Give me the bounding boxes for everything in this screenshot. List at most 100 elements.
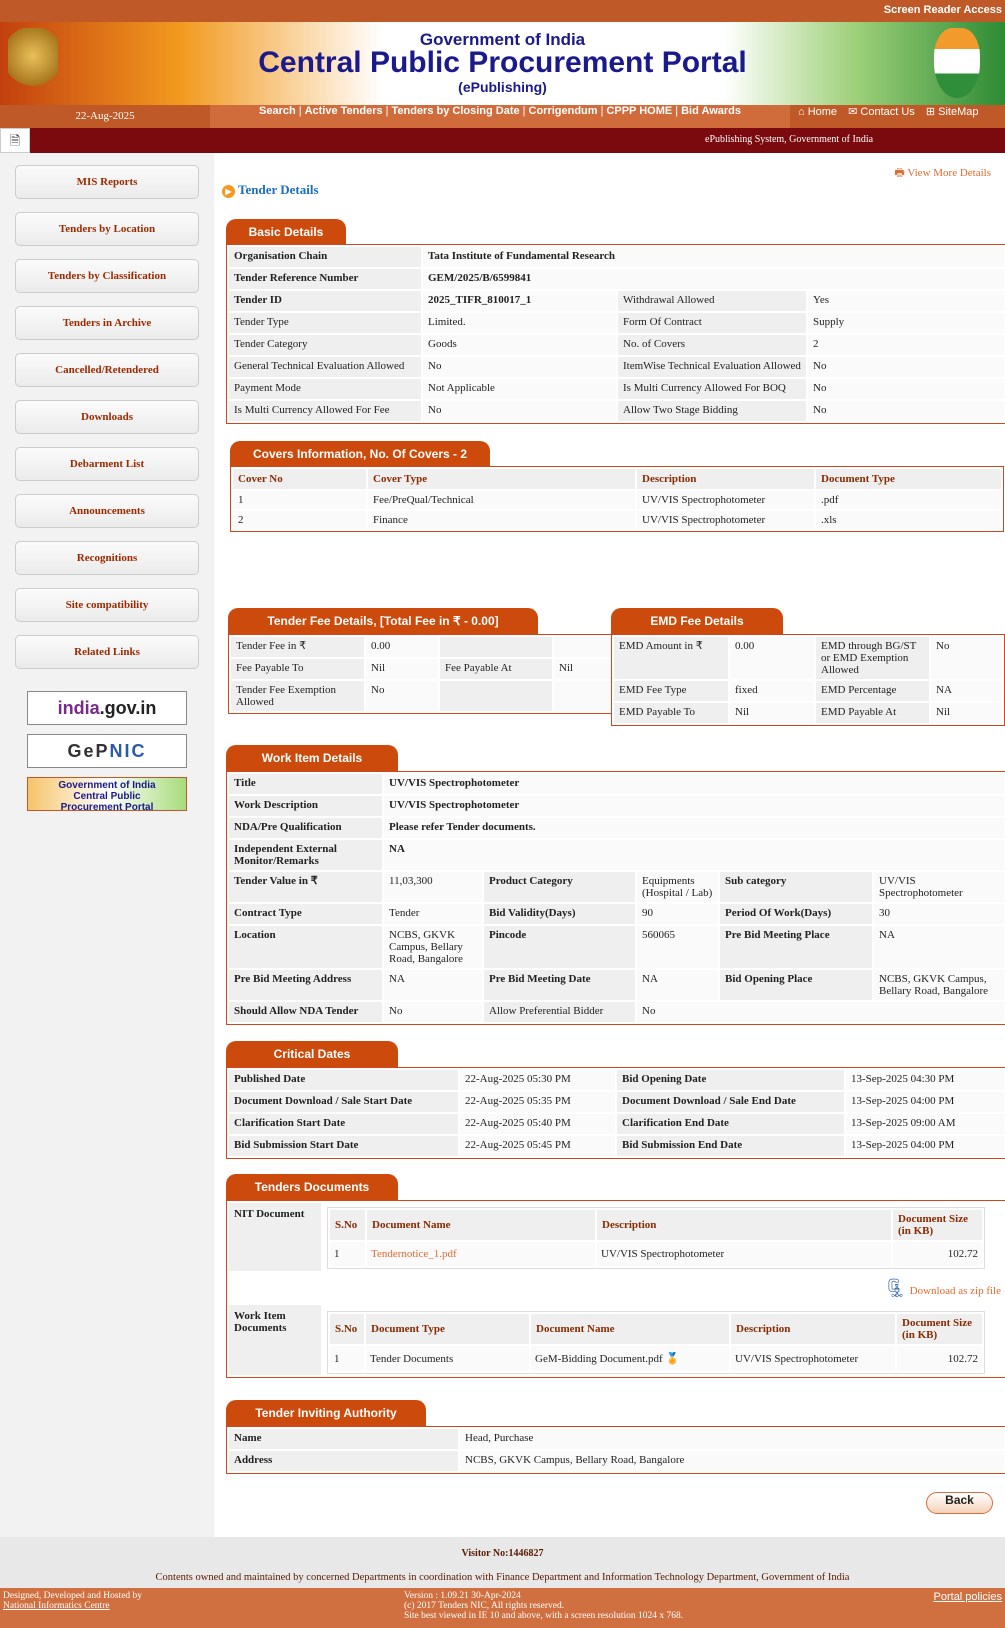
sidebar-item[interactable]: Related Links [15, 635, 199, 669]
system-text: ePublishing System, Government of India [705, 134, 874, 145]
field-label: Name [229, 1429, 458, 1449]
field-value: 2025_TIFR_810017_1 [423, 291, 616, 311]
cover-cell: UV/VIS Spectrophotometer [637, 511, 814, 529]
main-content: 🖶 View More Details ▶ Tender Details Bas… [214, 153, 1005, 1537]
india-gov-logo[interactable]: india.gov.in [27, 691, 187, 725]
nav-link[interactable]: CPPP HOME [606, 105, 673, 117]
table-row: 2 Finance UV/VIS Spectrophotometer .xls [233, 511, 1001, 529]
sidebar-item[interactable]: Tenders in Archive [15, 306, 199, 340]
banner-title: Central Public Procurement Portal [258, 46, 747, 79]
sno: 1 [330, 1346, 364, 1371]
field-value: 0.00 [366, 637, 438, 657]
sidebar-item[interactable]: Site compatibility [15, 588, 199, 622]
field-value: No [366, 681, 438, 711]
nav-contact[interactable]: ✉ Contact Us [848, 106, 915, 118]
field-label: Tender Value in ₹ [229, 872, 382, 902]
description: UV/VIS Spectrophotometer [731, 1346, 895, 1371]
field-label: Product Category [484, 872, 635, 902]
printer-icon: 🖶 [894, 167, 905, 179]
sidebar-item[interactable]: Announcements [15, 494, 199, 528]
screen-reader-link[interactable]: Screen Reader Access [883, 4, 1002, 16]
current-date: 22-Aug-2025 [0, 105, 210, 128]
field-value: fixed [730, 681, 814, 701]
col-document-name: Document Name [367, 1210, 595, 1240]
home-label: Home [807, 106, 838, 118]
field-label: Contract Type [229, 904, 382, 924]
work-item-tab: Work Item Details [226, 745, 398, 771]
basic-details-table: Organisation Chain Tata Institute of Fund… [226, 244, 1005, 424]
nav-separator: | [522, 105, 526, 117]
table-row: Tender Value in ₹11,03,300 Product Catego… [229, 872, 1004, 902]
right-links: ⌂ Home ✉ Contact Us ⊞ SiteMap [790, 105, 1005, 128]
tender-fee-table: Tender Fee in ₹0.00 Fee Payable To Nil Fee … [228, 634, 622, 714]
field-label: EMD Percentage [816, 681, 929, 701]
nav-link[interactable]: Bid Awards [681, 105, 741, 117]
nav-sitemap[interactable]: ⊞ SiteMap [925, 106, 979, 118]
nav-link[interactable]: Corrigendum [528, 105, 598, 117]
sidebar-item[interactable]: Tenders by Classification [15, 259, 199, 293]
cover-cell: UV/VIS Spectrophotometer [637, 491, 814, 509]
gepnic-logo[interactable]: GePNIC [27, 734, 187, 768]
documents-tab: Tenders Documents [226, 1174, 398, 1200]
document-name-cell[interactable]: GeM-Bidding Document.pdf 🏅 [531, 1346, 729, 1371]
sidebar-item[interactable]: MIS Reports [15, 165, 199, 199]
work-item-documents: S.No Document Type Document Name Descriptio… [327, 1311, 985, 1374]
table-row: Pre Bid Meeting Address NA Pre Bid Meeting… [229, 970, 1004, 1000]
field-label: Bid Submission End Date [617, 1136, 844, 1156]
cover-cell: .xls [816, 511, 1001, 529]
tia-tab: Tender Inviting Authority [226, 1400, 426, 1426]
field-value: GEM/2025/B/6599841 [423, 269, 1004, 289]
document-size: 102.72 [897, 1346, 982, 1371]
footer: Visitor No:1446827 Contents owned and ma… [0, 1537, 1005, 1588]
field-label: Work Description [229, 796, 382, 816]
sidebar-item[interactable]: Tenders by Location [15, 212, 199, 246]
work-item-documents-table: S.No Document Type Document Name Descriptio… [327, 1311, 985, 1374]
work-document-link[interactable]: GeM-Bidding Document.pdf [535, 1353, 663, 1365]
field-label: EMD through BG/ST or EMD Exemption Allow… [816, 637, 929, 679]
field-label: Fee Payable To [231, 659, 364, 679]
field-value: No [808, 379, 1004, 399]
sidebar-item[interactable]: Downloads [15, 400, 199, 434]
back-button[interactable]: Back [926, 1492, 993, 1514]
col-document-size: Document Size (in KB) [897, 1314, 982, 1344]
sidebar-item[interactable]: Debarment List [15, 447, 199, 481]
nit-document-link[interactable]: Tendernotice_1.pdf [367, 1242, 595, 1266]
nav-link[interactable]: Active Tenders [304, 105, 383, 117]
table-row: General Technical Evaluation Allowed No It… [229, 357, 1004, 377]
field-value: Nil [366, 659, 438, 679]
field-value: NCBS, GKVK Campus, Bellary Road, Bangalo… [384, 926, 482, 968]
table-row: Should Allow NDA Tender No Allow Preferent… [229, 1002, 1004, 1022]
nav-home[interactable]: ⌂ Home [798, 106, 838, 118]
field-label [440, 681, 552, 711]
document-icon[interactable]: 🗎 [0, 128, 30, 153]
work-item-table: Title UV/VIS Spectrophotometer Work Descri… [226, 771, 1005, 1025]
nav-link[interactable]: Tenders by Closing Date [391, 105, 520, 117]
critical-dates-table: Published Date 22-Aug-2025 05:30 PM Bid Op… [226, 1067, 1005, 1159]
field-label: Clarification Start Date [229, 1114, 458, 1134]
cppp-logo[interactable]: Government of India Central Public Procure… [27, 777, 187, 813]
table-row: Tender Fee Exemption Allowed No [231, 681, 619, 711]
portal-policies-link[interactable]: Portal policies [933, 1591, 1002, 1603]
nav-separator: | [298, 105, 302, 117]
nic-link[interactable]: National Informatics Centre [3, 1601, 110, 1611]
col-document-size: Document Size (in KB) [893, 1210, 982, 1240]
field-label: EMD Payable To [614, 703, 728, 723]
table-row: 1 Tender Documents GeM-Bidding Document.pd… [330, 1346, 982, 1371]
banner-gov: Government of India [419, 30, 586, 49]
tia-table: Name Head, Purchase Address NCBS, GKVK Camp… [226, 1426, 1005, 1474]
field-label: Document Download / Sale End Date [617, 1092, 844, 1112]
field-value: 13-Sep-2025 04:00 PM [846, 1092, 1004, 1112]
nav-link[interactable]: Search [259, 105, 296, 117]
view-more-details-link[interactable]: 🖶 View More Details [894, 164, 991, 183]
sidebar-item[interactable]: Recognitions [15, 541, 199, 575]
visitor-count: Visitor No:1446827 [461, 1548, 544, 1559]
field-value: 22-Aug-2025 05:30 PM [460, 1070, 615, 1090]
system-bar: 🗎 ePublishing System, Government of Indi… [0, 128, 1005, 153]
nit-header-row: S.No Document Name Description Document Siz… [330, 1210, 982, 1240]
field-label: Sub category [720, 872, 872, 902]
field-label: Payment Mode [229, 379, 421, 399]
download-zip-link[interactable]: 🗜 Download as zip file [884, 1278, 1001, 1299]
table-row: Tender Type Limited. Form Of Contract Suppl… [229, 313, 1004, 333]
sitemap-label: SiteMap [938, 106, 979, 118]
sidebar-item[interactable]: Cancelled/Retendered [15, 353, 199, 387]
